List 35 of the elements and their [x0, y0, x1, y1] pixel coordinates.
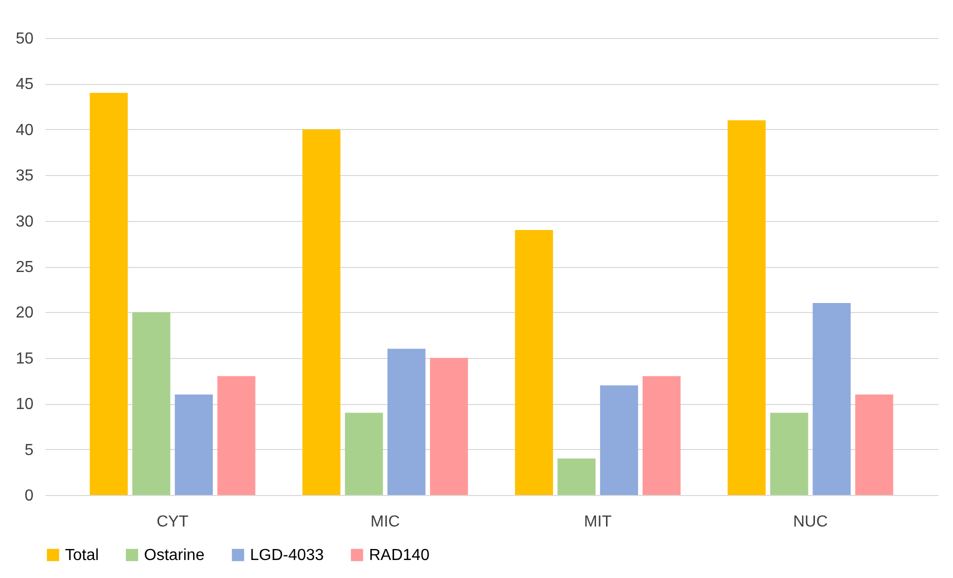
bar [515, 230, 554, 495]
bar [855, 394, 894, 495]
bar [770, 412, 808, 495]
x-tick-label: MIT [584, 514, 612, 530]
y-tick-label: 30 [16, 213, 34, 230]
bar [600, 385, 638, 495]
bar [642, 376, 681, 495]
legend-label: Ostarine [144, 547, 205, 564]
x-tick-label: CYT [156, 514, 189, 530]
legend-label: RAD140 [369, 547, 430, 564]
x-tick-label: NUC [793, 514, 828, 530]
bar [387, 348, 426, 495]
y-tick-label: 5 [24, 442, 34, 459]
y-tick-label: 50 [16, 30, 34, 48]
bar [728, 120, 766, 495]
bar [430, 358, 468, 495]
legend-label: LGD-4033 [250, 547, 324, 564]
bar [344, 412, 383, 495]
bar [217, 376, 256, 495]
y-tick-label: 45 [16, 76, 34, 94]
y-tick-label: 0 [24, 488, 34, 504]
bar [132, 312, 170, 495]
y-tick-label: 20 [16, 304, 34, 322]
bar [302, 129, 340, 495]
y-tick-label: 15 [16, 350, 34, 368]
bar [812, 303, 851, 495]
y-tick-label: 25 [16, 259, 34, 276]
bar [90, 92, 128, 495]
y-tick-label: 35 [16, 168, 34, 185]
x-tick-label: MIC [370, 514, 400, 530]
bar [174, 394, 213, 495]
y-tick-label: 10 [16, 396, 34, 414]
y-tick-label: 40 [16, 122, 34, 139]
bar [558, 458, 596, 495]
legend-label: Total [65, 547, 99, 564]
